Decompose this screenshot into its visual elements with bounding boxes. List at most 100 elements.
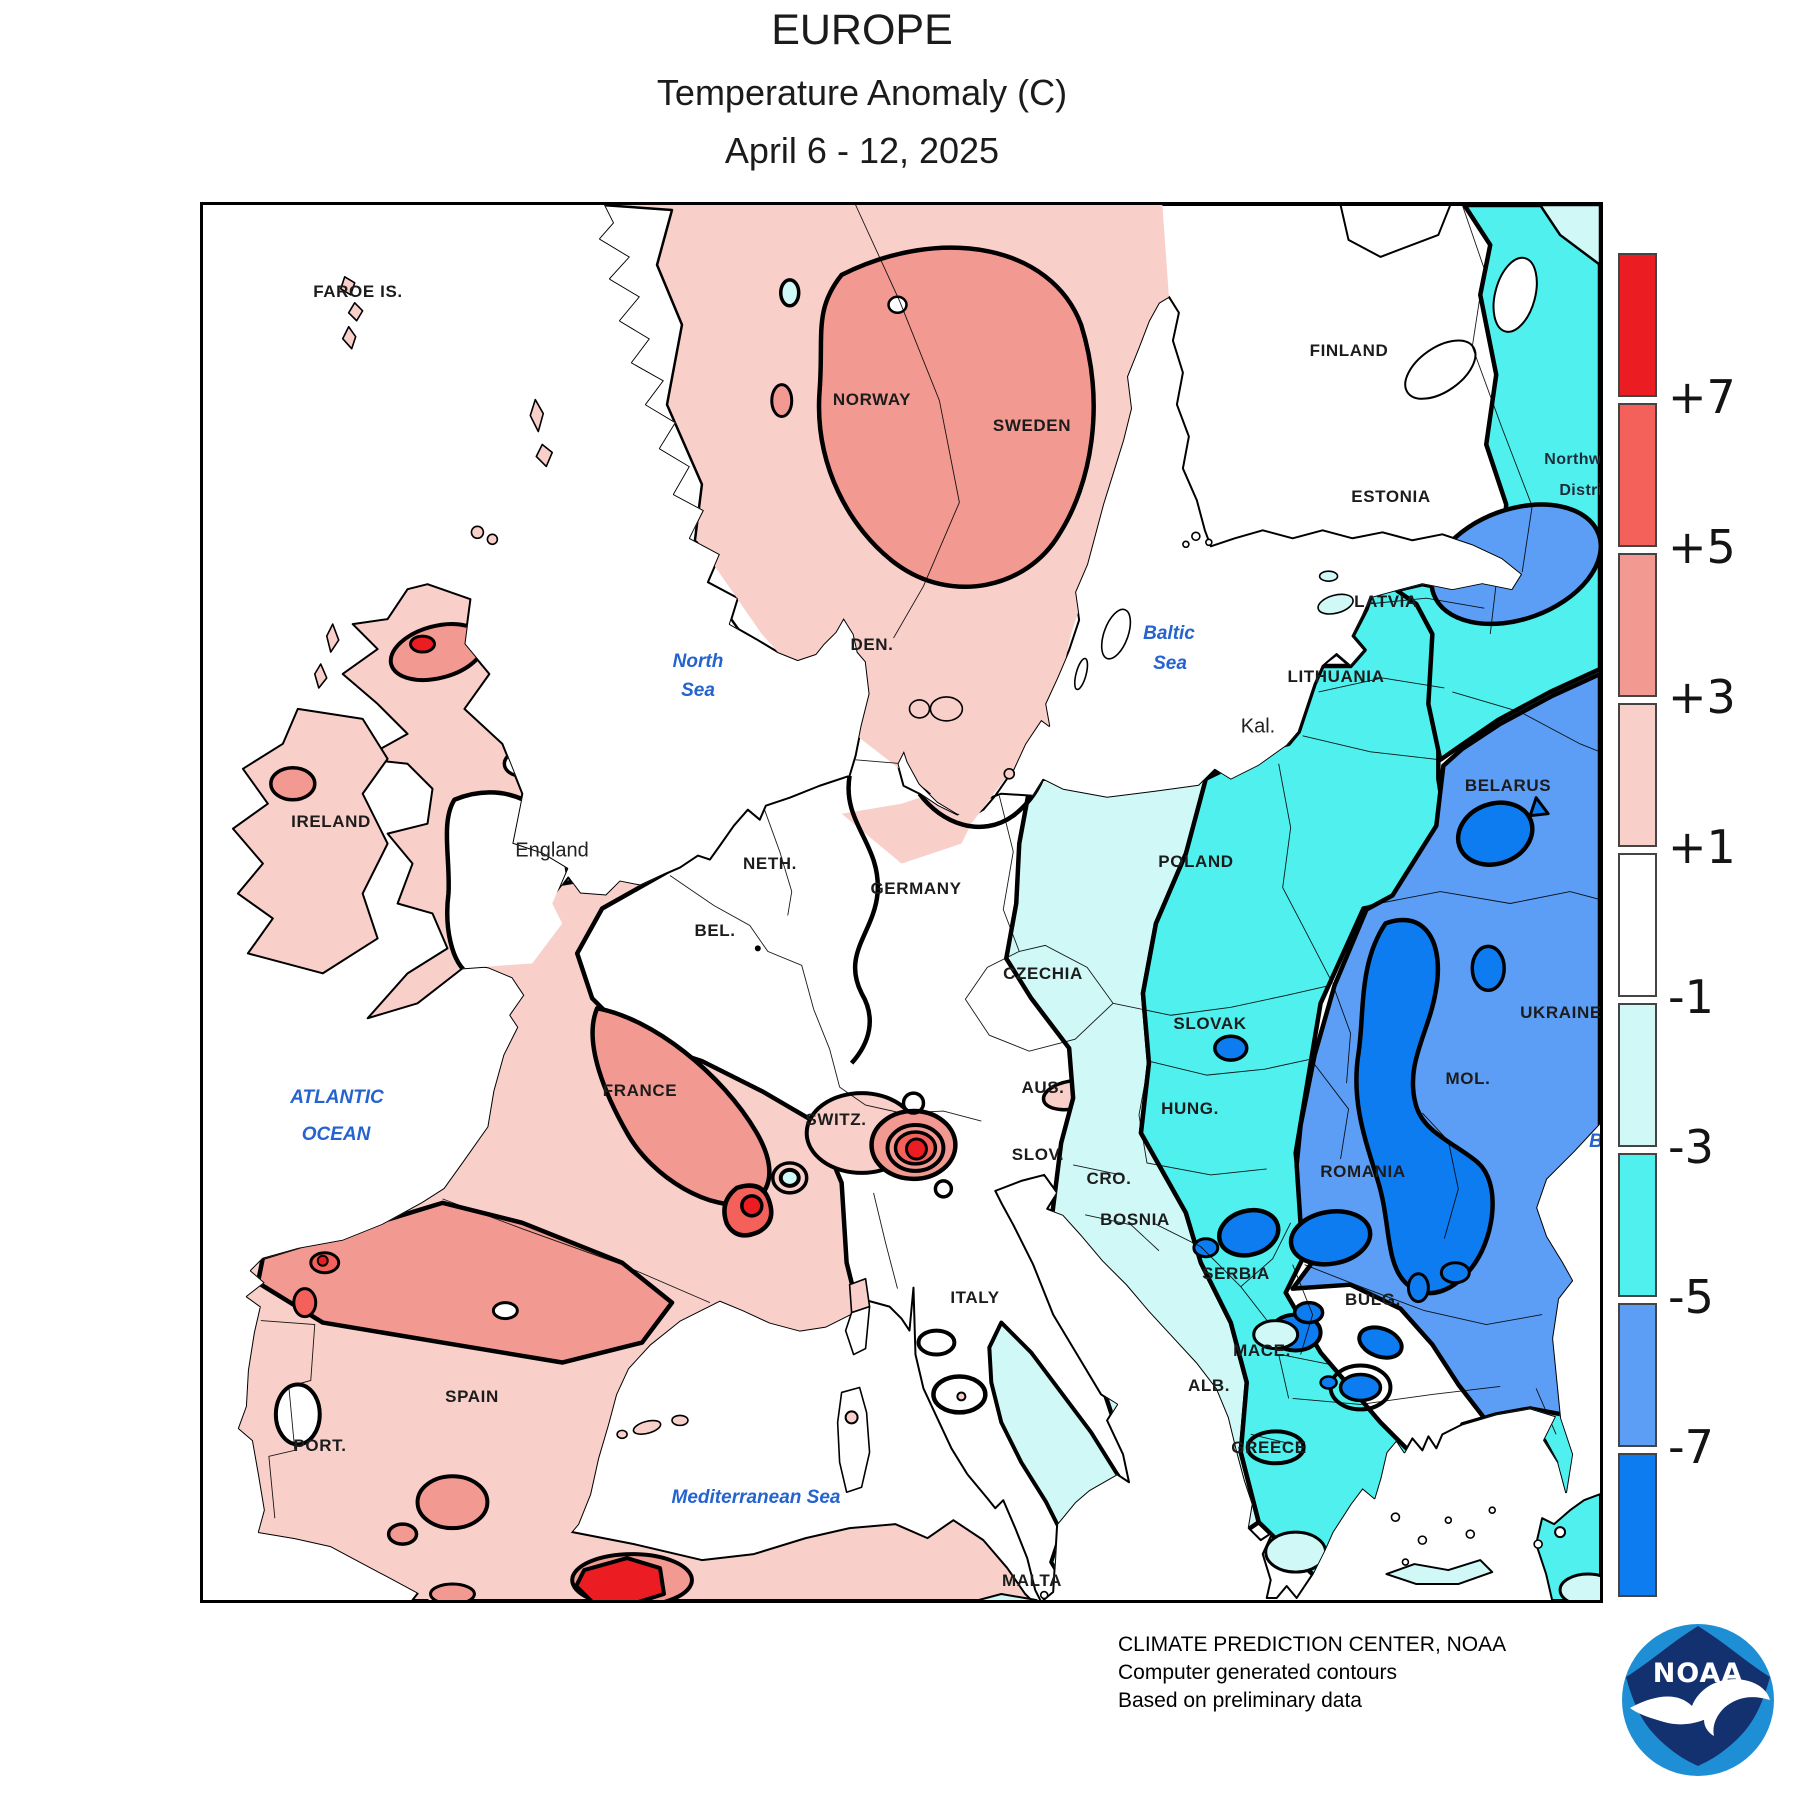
ireland bbox=[231, 707, 389, 975]
aegean-1 bbox=[1390, 1512, 1401, 1522]
hiiumaa bbox=[1318, 570, 1339, 582]
faroe-2 bbox=[347, 301, 364, 322]
label-malta: MALTA bbox=[1002, 1571, 1062, 1590]
page-subtitle: Temperature Anomaly (C) bbox=[656, 72, 1068, 113]
ne-england-white-spot bbox=[502, 750, 539, 778]
contour-meander-germany bbox=[846, 775, 880, 1065]
serbia-blue-small bbox=[1192, 1237, 1220, 1259]
label-france: FRANCE bbox=[602, 1081, 678, 1100]
ireland-salmon bbox=[269, 766, 317, 802]
europe-anomaly-map: FAROE IS. NORWAY SWEDEN FINLAND ESTONIA … bbox=[200, 202, 1603, 1603]
cornflower-band bbox=[1290, 671, 1600, 1477]
label-austria: AUS. bbox=[1021, 1078, 1065, 1097]
serbia-blue bbox=[1217, 1207, 1281, 1258]
attribution-line-1: CLIMATE PREDICTION CENTER, NOAA bbox=[1118, 1633, 1507, 1656]
page-date-range: April 6 - 12, 2025 bbox=[724, 130, 1000, 171]
label-atlantic-1: ATLANTIC bbox=[290, 1087, 384, 1108]
label-germany: GERMANY bbox=[870, 879, 962, 898]
label-faroe-is: FAROE IS. bbox=[313, 282, 403, 301]
thrace-cyan bbox=[1460, 1404, 1600, 1501]
lake-ladoga bbox=[1404, 339, 1477, 400]
zealand bbox=[929, 696, 964, 722]
rhodes bbox=[1533, 1539, 1543, 1549]
sardinia bbox=[836, 1386, 871, 1494]
noaa-logo-svg bbox=[1622, 1624, 1774, 1776]
bornholm bbox=[1003, 767, 1016, 780]
shetland-1 bbox=[529, 398, 545, 433]
label-poland: POLAND bbox=[1158, 852, 1234, 871]
label-kaliningrad: Kal. bbox=[1240, 715, 1276, 738]
label-northwest-district-2: Distri bbox=[1559, 482, 1603, 499]
galicia-red-1 bbox=[316, 1254, 329, 1267]
aland-2 bbox=[1205, 538, 1213, 547]
legend-tick-p1: +1 bbox=[1668, 820, 1736, 874]
label-mediterranean-sea: Mediterranean Sea bbox=[671, 1487, 841, 1508]
se-france-red-core bbox=[740, 1194, 764, 1218]
label-serbia: SERBIA bbox=[1202, 1264, 1270, 1283]
label-moldova: MOL. bbox=[1445, 1069, 1491, 1088]
norway-salmon-spot bbox=[770, 383, 794, 419]
legend-bin-n5-n3 bbox=[1618, 1153, 1657, 1297]
label-spain: SPAIN bbox=[445, 1387, 499, 1406]
greece-cyan-patch bbox=[1245, 1429, 1306, 1466]
italy-ring-2 bbox=[916, 1328, 957, 1357]
orkney-1 bbox=[470, 525, 485, 540]
label-czechia: CZECHIA bbox=[1003, 964, 1083, 983]
label-estonia: ESTONIA bbox=[1351, 487, 1431, 506]
label-hungary: HUNG. bbox=[1161, 1099, 1219, 1118]
switz-ring-1 bbox=[901, 1091, 926, 1115]
legend-bin-ltn7 bbox=[1618, 1453, 1657, 1597]
scandinavia-salmon-core bbox=[816, 245, 1096, 589]
spain-south-salmon-2 bbox=[386, 1522, 419, 1546]
noaa-logo: NOAA bbox=[1620, 1622, 1776, 1778]
anatolia-white-spot bbox=[1554, 1526, 1567, 1539]
legend-tick-n3: -3 bbox=[1668, 1120, 1714, 1174]
switz-ring-2 bbox=[933, 1179, 954, 1199]
label-england: England bbox=[515, 839, 589, 862]
label-bosnia: BOSNIA bbox=[1100, 1210, 1170, 1229]
aegean-5 bbox=[1488, 1506, 1497, 1514]
legend-bin-1-3 bbox=[1618, 703, 1657, 847]
attribution-line-2: Computer generated contours bbox=[1118, 1661, 1397, 1684]
label-romania: ROMANIA bbox=[1320, 1162, 1406, 1181]
slovakia-blue bbox=[1213, 1034, 1249, 1062]
aegean-3 bbox=[1444, 1516, 1453, 1524]
mallorca bbox=[632, 1419, 662, 1435]
label-portugal: PORT. bbox=[293, 1436, 347, 1455]
contour-dot-1 bbox=[754, 945, 761, 952]
label-bulgaria: BULG. bbox=[1345, 1290, 1401, 1309]
europe-map-svg bbox=[231, 205, 1600, 1600]
crete bbox=[1385, 1559, 1494, 1586]
legend-tick-p7: +7 bbox=[1668, 370, 1736, 424]
malta-island bbox=[1039, 1590, 1049, 1600]
hebrides-2 bbox=[313, 663, 328, 689]
legend-bin-n7-n5 bbox=[1618, 1303, 1657, 1447]
aegean-6 bbox=[1401, 1558, 1410, 1566]
label-north-sea-1: North bbox=[672, 651, 724, 672]
label-baltic-sea-2: Sea bbox=[1153, 653, 1187, 674]
label-belgium: BEL. bbox=[694, 921, 736, 940]
legend-tick-p5: +5 bbox=[1668, 520, 1736, 574]
galicia-medred-2 bbox=[292, 1287, 318, 1319]
legend-tick-n5: -5 bbox=[1668, 1270, 1714, 1324]
aegean-4 bbox=[1465, 1529, 1476, 1539]
label-atlantic-2: OCEAN bbox=[301, 1124, 371, 1145]
menorca bbox=[671, 1414, 689, 1427]
legend-tick-n1: -1 bbox=[1668, 970, 1714, 1024]
scotland-red bbox=[409, 634, 436, 654]
label-croatia: CRO. bbox=[1086, 1169, 1132, 1188]
ibiza bbox=[616, 1429, 628, 1440]
romania-blue-4 bbox=[1406, 1272, 1430, 1304]
noaa-logo-text: NOAA bbox=[1652, 1658, 1744, 1689]
gotland bbox=[1100, 608, 1132, 660]
islands-layer bbox=[313, 276, 1543, 1600]
italy-ring-1 bbox=[931, 1374, 988, 1415]
corsica-south bbox=[844, 1305, 871, 1356]
aland-1 bbox=[1191, 531, 1201, 542]
sicily bbox=[974, 1593, 1039, 1600]
noaa-logo-seagull bbox=[1630, 1679, 1770, 1725]
france-ring bbox=[771, 1161, 809, 1195]
faroe-1 bbox=[339, 276, 356, 296]
label-denmark: DEN. bbox=[850, 635, 894, 654]
faroe-3 bbox=[341, 325, 357, 350]
